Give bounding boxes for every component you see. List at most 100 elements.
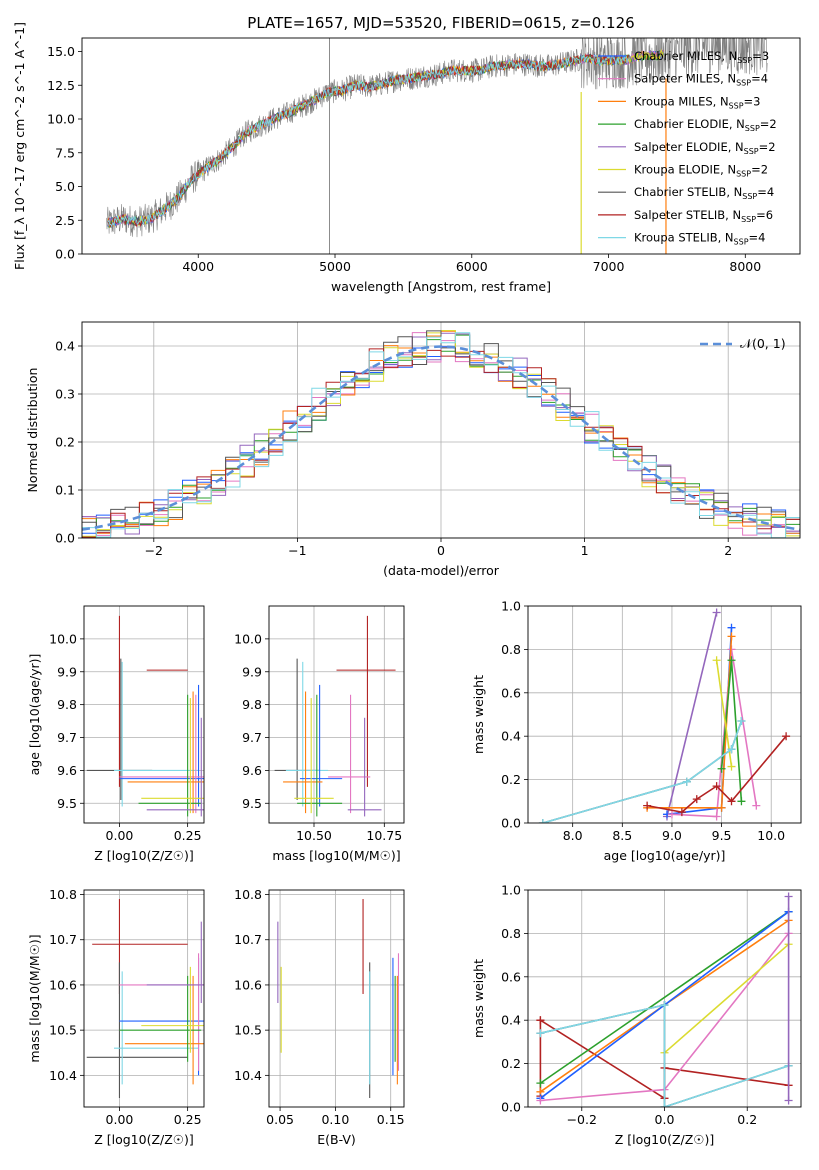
x-tick-label: 8.0 [563,828,583,843]
x-axis-label: E(B-V) [317,1132,356,1147]
legend-entry: Chabrier MILES, NSSP=3 [634,49,769,65]
x-axis-label: Z [log10(Z/Z☉)] [94,848,194,863]
y-tick-label: 9.7 [242,730,262,745]
y-tick-label: 9.6 [57,763,77,778]
y-axis-label: age [log10(age/yr)] [27,654,42,776]
x-tick-label: 0.25 [174,1112,202,1127]
y-tick-label: 10.8 [234,887,262,902]
x-tick-label: 0.0 [655,1112,675,1127]
plus-marker [717,803,726,812]
y-tick-label: 0.3 [55,387,75,402]
x-tick-label: 8000 [729,259,761,274]
y-tick-label: 9.8 [242,697,262,712]
histogram-step [82,332,800,538]
plus-marker [660,1001,669,1010]
x-axis-label: Z [log10(Z/Z☉)] [615,1132,715,1147]
panel-spectrum: 4000 5000 6000 7000 8000 0.0 2.5 5.0 7.5 10.0 12.5… [12,22,801,294]
legend-entry: 𝒩(0, 1) [740,336,786,351]
plus-marker [727,656,736,665]
histogram-step [82,348,800,538]
y-tick-label: 10.5 [234,1023,262,1038]
x-tick-label: 6000 [456,259,488,274]
plus-marker [712,656,721,665]
y-tick-label: 0.0 [55,247,75,262]
x-tick-label: 0.25 [174,828,202,843]
y-tick-label: 0.2 [501,1056,521,1071]
y-tick-label: 9.5 [242,796,262,811]
x-axis-label: mass [log10(M/M☉)] [272,848,400,863]
x-tick-label: 8.5 [612,828,632,843]
y-tick-label: 10.4 [234,1068,262,1083]
legend-entry: Salpeter STELIB, NSSP=6 [634,208,773,224]
y-tick-label: 0.6 [501,969,521,984]
plus-marker [784,1096,793,1105]
plus-marker [692,795,701,804]
plus-marker [737,797,746,806]
y-tick-label: 1.0 [501,599,521,614]
plus-marker [784,892,793,901]
y-tick-label: 1.0 [501,883,521,898]
x-tick-label: 7000 [593,259,625,274]
x-tick-label: −0.2 [567,1112,597,1127]
y-tick-label: 10.6 [49,977,77,992]
x-tick-label: 10.50 [296,828,332,843]
y-tick-label: 9.9 [242,664,262,679]
x-tick-label: 2 [724,543,732,558]
y-tick-label: 0.2 [501,772,521,787]
weight-line [540,1003,789,1107]
y-tick-label: 2.5 [55,213,75,228]
x-tick-label: 4000 [182,259,214,274]
legend-entry: Kroupa STELIB, NSSP=4 [634,231,765,247]
axes-frame [83,889,205,1108]
plus-marker [660,1103,669,1107]
legend-entry: Chabrier ELODIE, NSSP=2 [634,117,777,133]
y-tick-label: 15.0 [47,44,75,59]
panel-weight_vs_age: 8.0 8.5 9.0 9.5 10.0 0.0 0.2 0.4 0.6 0.8 1.0 age [l… [471,599,802,863]
plus-marker [682,777,691,786]
x-tick-label: 0 [437,543,445,558]
axes-frame [83,605,205,824]
plot-area [269,890,404,1107]
plot-area [84,606,204,823]
y-tick-label: 0.6 [501,685,521,700]
y-tick-label: 10.0 [234,631,262,646]
plot-area [269,606,404,823]
model-spectrum-line [107,53,630,228]
x-tick-label: 10.0 [757,828,785,843]
plot-area [84,890,204,1107]
plot-area [82,322,800,538]
y-tick-label: 9.6 [242,763,262,778]
x-axis-label: age [log10(age/yr)] [604,848,726,863]
weight-line [539,911,790,1084]
x-tick-label: 0.05 [266,1112,294,1127]
panel-age_vs_mass: 10.50 10.75 9.5 9.6 9.7 9.8 9.9 10.0 mass [log10… [234,605,405,863]
legend-entry: Salpeter ELODIE, NSSP=2 [634,140,776,156]
x-axis-label: wavelength [Angstrom, rest frame] [331,279,551,294]
x-axis-label: (data-model)/error [383,563,500,578]
figure-title: PLATE=1657, MJD=53520, FIBERID=0615, z=0… [247,14,634,32]
plus-marker [727,762,736,771]
x-tick-label: 9.0 [662,828,682,843]
x-tick-label: 0.10 [321,1112,349,1127]
legend-entry: Kroupa ELODIE, NSSP=2 [634,163,768,179]
y-tick-label: 9.7 [57,730,77,745]
y-tick-label: 10.5 [49,1023,77,1038]
y-axis-label: Flux [f_λ 10^-17 erg cm^-2 s^-1 A^-1] [12,22,27,270]
y-tick-label: 0.4 [55,339,75,354]
plus-marker [536,1029,545,1038]
x-tick-label: 9.5 [712,828,732,843]
y-tick-label: 10.4 [49,1068,77,1083]
x-tick-label: 0.15 [377,1112,405,1127]
x-tick-label: 0.2 [737,1112,757,1127]
y-tick-label: 0.8 [501,926,521,941]
plus-marker [536,1016,545,1025]
plus-marker [752,801,761,810]
y-tick-label: 10.7 [234,932,262,947]
x-tick-label: 0.00 [106,828,134,843]
weight-line [666,612,718,817]
plot-area [106,38,768,254]
plus-marker [536,1079,545,1088]
x-axis-label: Z [log10(Z/Z☉)] [94,1132,194,1147]
y-tick-label: 0.8 [501,642,521,657]
